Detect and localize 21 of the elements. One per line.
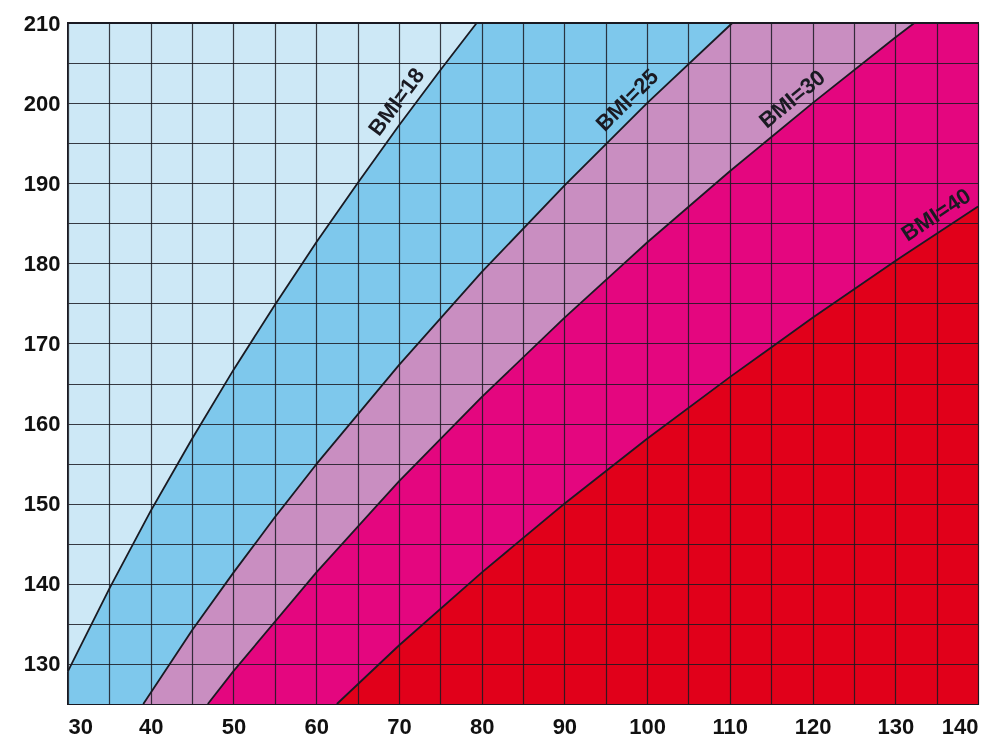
y-tick-label: 180 — [23, 250, 61, 276]
y-tick-label: 150 — [23, 491, 61, 517]
x-tick-label: 60 — [304, 713, 329, 739]
x-tick-label: 30 — [68, 713, 93, 739]
x-tick-label: 120 — [794, 713, 832, 739]
x-tick-label: 110 — [712, 713, 749, 739]
x-tick-label: 70 — [387, 713, 412, 739]
x-tick-label: 130 — [877, 713, 915, 739]
y-tick-label: 190 — [23, 170, 61, 196]
x-tick-label: 90 — [552, 713, 578, 739]
x-tick-label: 40 — [138, 713, 164, 739]
x-tick-label: 50 — [221, 713, 247, 739]
y-tick-label: 160 — [23, 411, 61, 437]
y-tick-label: 210 — [23, 10, 61, 36]
y-tick-label: 130 — [23, 651, 61, 677]
x-tick-label: 100 — [629, 713, 666, 739]
x-tick-label: 80 — [469, 713, 495, 739]
y-tick-label: 200 — [23, 90, 61, 116]
y-tick-label: 140 — [23, 571, 61, 597]
x-tick-label: 140 — [941, 713, 979, 739]
y-tick-label: 170 — [23, 330, 61, 356]
